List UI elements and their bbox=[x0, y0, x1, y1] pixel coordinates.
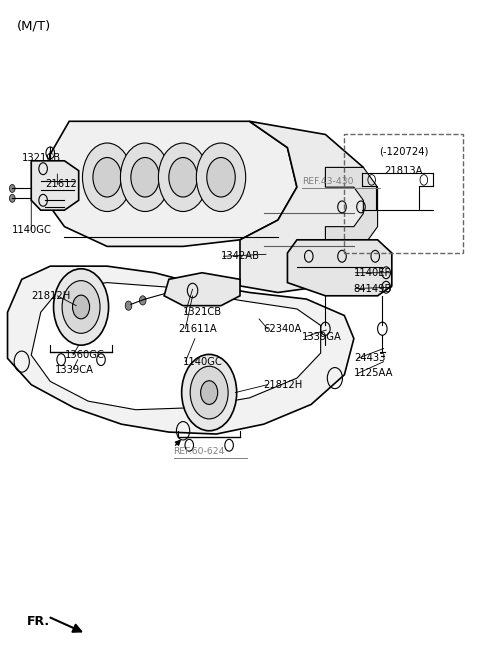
Text: REF.60-624: REF.60-624 bbox=[174, 448, 225, 456]
Polygon shape bbox=[164, 273, 240, 305]
Text: 1125AA: 1125AA bbox=[354, 369, 394, 378]
Circle shape bbox=[72, 295, 90, 319]
Text: 21812H: 21812H bbox=[264, 380, 303, 390]
Text: FR.: FR. bbox=[26, 616, 49, 628]
Text: 1360GC: 1360GC bbox=[64, 350, 104, 360]
Circle shape bbox=[196, 143, 246, 212]
Circle shape bbox=[120, 143, 170, 212]
Circle shape bbox=[83, 143, 132, 212]
Bar bbox=[344, 135, 463, 253]
Text: 21813A: 21813A bbox=[384, 166, 423, 176]
Circle shape bbox=[139, 295, 146, 305]
Text: 1140EF: 1140EF bbox=[354, 268, 391, 278]
Text: 1140GC: 1140GC bbox=[12, 225, 52, 235]
Circle shape bbox=[201, 380, 218, 404]
Polygon shape bbox=[240, 122, 373, 293]
Text: 1321CB: 1321CB bbox=[183, 307, 222, 317]
Polygon shape bbox=[8, 266, 354, 434]
Text: 1339GA: 1339GA bbox=[301, 331, 342, 341]
Polygon shape bbox=[288, 240, 392, 295]
Circle shape bbox=[125, 301, 132, 310]
Circle shape bbox=[207, 157, 235, 197]
Text: (M/T): (M/T) bbox=[17, 19, 51, 33]
Text: (-120724): (-120724) bbox=[379, 146, 428, 156]
Text: 1339CA: 1339CA bbox=[55, 365, 94, 374]
Text: REF.43-430: REF.43-430 bbox=[301, 177, 353, 187]
Text: 62340A: 62340A bbox=[264, 324, 302, 334]
Text: 21812H: 21812H bbox=[31, 291, 71, 301]
Polygon shape bbox=[31, 161, 79, 210]
Text: 1140GC: 1140GC bbox=[183, 357, 223, 367]
Circle shape bbox=[131, 157, 159, 197]
Text: 21611A: 21611A bbox=[179, 324, 217, 334]
Circle shape bbox=[169, 157, 197, 197]
Circle shape bbox=[190, 367, 228, 419]
Text: 84149B: 84149B bbox=[354, 284, 392, 293]
Circle shape bbox=[93, 157, 121, 197]
Circle shape bbox=[158, 143, 208, 212]
Text: 1342AB: 1342AB bbox=[221, 251, 260, 261]
Polygon shape bbox=[31, 283, 321, 410]
Circle shape bbox=[10, 195, 15, 203]
Circle shape bbox=[62, 281, 100, 333]
Text: 24433: 24433 bbox=[354, 353, 385, 363]
Polygon shape bbox=[325, 167, 378, 246]
Text: 1321CB: 1321CB bbox=[22, 153, 61, 163]
Circle shape bbox=[54, 269, 108, 345]
Text: 21612: 21612 bbox=[46, 179, 77, 189]
Polygon shape bbox=[46, 122, 297, 246]
Circle shape bbox=[181, 355, 237, 431]
Circle shape bbox=[10, 185, 15, 193]
